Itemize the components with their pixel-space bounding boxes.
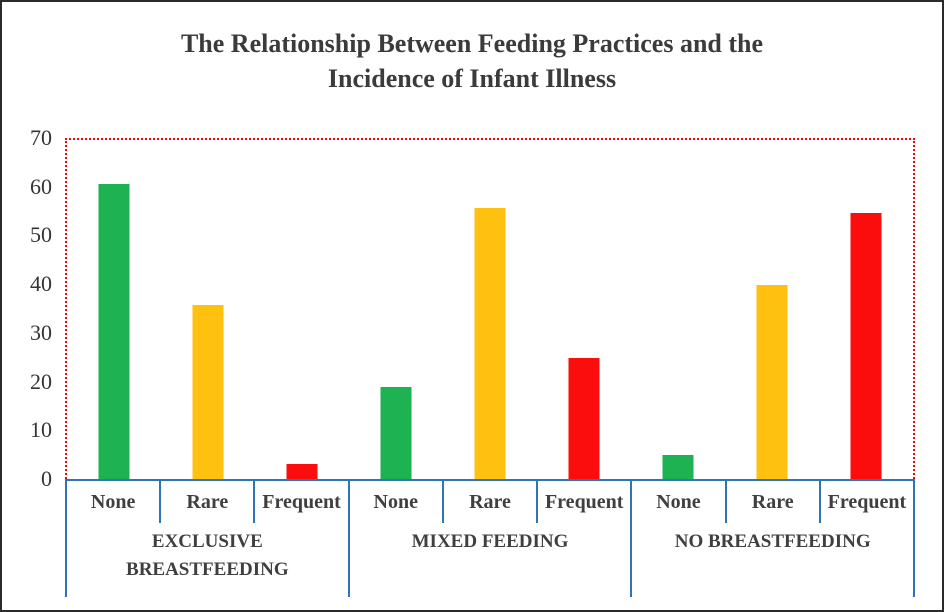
y-axis: 70 60 50 40 30 20 10 0 <box>2 127 56 490</box>
subcategory-label: Rare <box>161 481 256 523</box>
chart-title-line-1: The Relationship Between Feeding Practic… <box>180 29 764 58</box>
bar-frequent <box>568 357 600 479</box>
subcategory-row: None Rare Frequent <box>350 481 631 523</box>
plot-area <box>65 138 915 479</box>
bar-rare <box>192 304 224 479</box>
subcategory-label: Rare <box>727 481 821 523</box>
subcategory-label: Rare <box>444 481 539 523</box>
bar-rare <box>756 285 788 479</box>
y-tick-label: 20 <box>30 368 52 394</box>
subcategory-label: None <box>67 481 162 523</box>
group-label: MIXED FEEDING <box>411 531 569 552</box>
y-tick-label: 60 <box>30 173 52 199</box>
bar-frequent <box>286 464 318 479</box>
subcategory-label: Frequent <box>827 490 907 513</box>
category-group: None Rare Frequent MIXED FEEDING <box>347 481 631 597</box>
y-tick-label: 50 <box>30 222 52 248</box>
subcategory-row: None Rare Frequent <box>632 481 913 523</box>
bar-rare <box>474 207 506 479</box>
bar-frequent <box>850 212 882 479</box>
subcategory-label: Frequent <box>262 490 341 513</box>
subcategory-label: Frequent <box>544 490 624 513</box>
bar-none <box>98 183 130 479</box>
category-group: None Rare Frequent EXCLUSIVE BREASTFEEDING <box>65 481 348 597</box>
y-tick-label: 30 <box>30 319 52 345</box>
bar-none <box>662 454 694 479</box>
y-tick-label: 40 <box>30 271 52 297</box>
group-label: NO BREASTFEEDING <box>674 531 871 552</box>
category-group: None Rare Frequent NO BREASTFEEDING <box>630 481 916 597</box>
chart-title-line-2: Incidence of Infant Illness <box>327 64 617 93</box>
chart-title: The Relationship Between Feeding Practic… <box>2 26 942 96</box>
subcategory-label: None <box>632 481 727 523</box>
bar-none <box>380 387 412 479</box>
subcategory-label: None <box>350 481 444 523</box>
subcategory-row: None Rare Frequent <box>67 481 348 523</box>
y-tick-label: 0 <box>41 466 52 491</box>
category-axis: None Rare Frequent EXCLUSIVE BREASTFEEDING N… <box>65 479 916 597</box>
y-tick-label: 70 <box>30 125 52 150</box>
y-tick-label: 10 <box>30 417 52 443</box>
group-label: EXCLUSIVE BREASTFEEDING <box>126 531 289 580</box>
